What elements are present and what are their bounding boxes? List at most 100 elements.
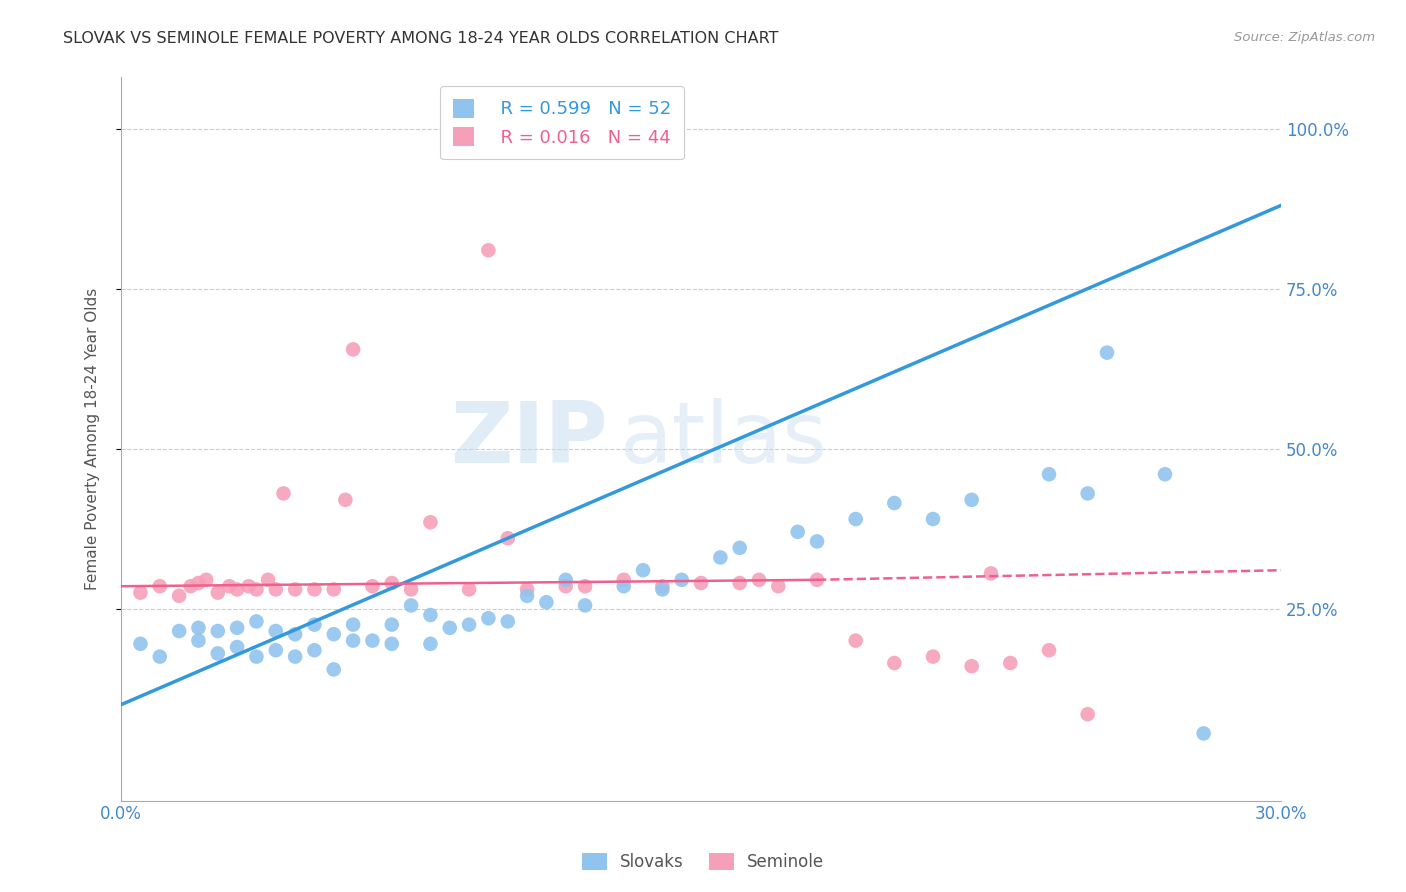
Point: [728, 576, 751, 591]
Point: [1095, 345, 1118, 359]
Point: [960, 659, 983, 673]
Point: [1154, 467, 1177, 482]
Point: [806, 534, 828, 549]
Point: [516, 589, 538, 603]
Point: [187, 633, 209, 648]
Text: Source: ZipAtlas.com: Source: ZipAtlas.com: [1234, 31, 1375, 45]
Point: [218, 579, 240, 593]
Point: [439, 621, 461, 635]
Point: [180, 579, 202, 593]
Point: [322, 627, 344, 641]
Legend: Slovaks, Seminole: Slovaks, Seminole: [574, 845, 832, 880]
Point: [922, 649, 945, 664]
Legend:   R = 0.599   N = 52,   R = 0.016   N = 44: R = 0.599 N = 52, R = 0.016 N = 44: [440, 87, 683, 160]
Point: [207, 624, 229, 638]
Text: atlas: atlas: [620, 398, 828, 481]
Point: [690, 576, 713, 591]
Point: [883, 496, 905, 510]
Point: [651, 582, 673, 597]
Point: [419, 515, 441, 529]
Point: [458, 582, 481, 597]
Point: [651, 579, 673, 593]
Point: [516, 582, 538, 597]
Point: [245, 582, 267, 597]
Point: [187, 576, 209, 591]
Point: [342, 633, 364, 648]
Point: [613, 579, 636, 593]
Point: [361, 579, 384, 593]
Point: [419, 637, 441, 651]
Point: [786, 524, 808, 539]
Point: [554, 579, 576, 593]
Point: [728, 541, 751, 555]
Point: [361, 633, 384, 648]
Point: [304, 582, 326, 597]
Point: [149, 579, 172, 593]
Point: [167, 589, 190, 603]
Point: [245, 649, 267, 664]
Point: [845, 633, 868, 648]
Point: [613, 573, 636, 587]
Point: [671, 573, 693, 587]
Point: [284, 649, 307, 664]
Point: [342, 343, 364, 357]
Point: [167, 624, 190, 638]
Point: [381, 576, 404, 591]
Point: [284, 582, 307, 597]
Point: [960, 492, 983, 507]
Y-axis label: Female Poverty Among 18-24 Year Olds: Female Poverty Among 18-24 Year Olds: [86, 288, 100, 591]
Point: [264, 624, 287, 638]
Point: [381, 617, 404, 632]
Point: [883, 656, 905, 670]
Point: [1038, 467, 1060, 482]
Point: [806, 573, 828, 587]
Point: [399, 599, 422, 613]
Point: [304, 643, 326, 657]
Point: [273, 486, 295, 500]
Point: [207, 585, 229, 599]
Text: ZIP: ZIP: [450, 398, 609, 481]
Point: [226, 640, 249, 654]
Point: [264, 643, 287, 657]
Point: [477, 244, 499, 258]
Point: [129, 585, 152, 599]
Point: [226, 582, 249, 597]
Point: [845, 512, 868, 526]
Point: [264, 582, 287, 597]
Point: [419, 607, 441, 622]
Point: [554, 573, 576, 587]
Point: [322, 582, 344, 597]
Point: [458, 617, 481, 632]
Point: [574, 599, 596, 613]
Point: [149, 649, 172, 664]
Text: SLOVAK VS SEMINOLE FEMALE POVERTY AMONG 18-24 YEAR OLDS CORRELATION CHART: SLOVAK VS SEMINOLE FEMALE POVERTY AMONG …: [63, 31, 779, 46]
Point: [574, 579, 596, 593]
Point: [207, 647, 229, 661]
Point: [496, 615, 519, 629]
Point: [980, 566, 1002, 581]
Point: [257, 573, 280, 587]
Point: [284, 627, 307, 641]
Point: [768, 579, 790, 593]
Point: [1000, 656, 1022, 670]
Point: [748, 573, 770, 587]
Point: [631, 563, 654, 577]
Point: [187, 621, 209, 635]
Point: [709, 550, 731, 565]
Point: [195, 573, 218, 587]
Point: [496, 531, 519, 545]
Point: [226, 621, 249, 635]
Point: [1077, 486, 1099, 500]
Point: [399, 582, 422, 597]
Point: [342, 617, 364, 632]
Point: [245, 615, 267, 629]
Point: [381, 637, 404, 651]
Point: [129, 637, 152, 651]
Point: [477, 611, 499, 625]
Point: [922, 512, 945, 526]
Point: [238, 579, 260, 593]
Point: [1192, 726, 1215, 740]
Point: [1077, 707, 1099, 722]
Point: [1038, 643, 1060, 657]
Point: [536, 595, 558, 609]
